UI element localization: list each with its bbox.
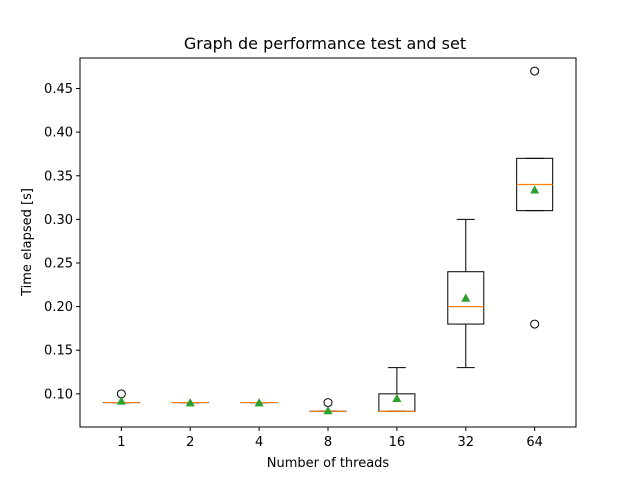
y-tick-label: 0.30 — [44, 213, 73, 228]
y-tick-label: 0.25 — [44, 257, 73, 272]
mean-marker — [530, 185, 540, 194]
x-tick-label: 4 — [255, 435, 263, 450]
outlier-point — [530, 319, 540, 329]
plot-area: 0.10 0.15 0.20 0.25 0.30 0.35 0.40 0.45 1 2 4 8 16 32… — [44, 66, 554, 450]
mean-marker — [461, 293, 471, 302]
y-tick-label: 0.20 — [44, 300, 73, 315]
x-tick-label: 8 — [324, 435, 332, 450]
y-tick-label: 0.15 — [44, 344, 73, 359]
mean-marker — [254, 398, 264, 407]
x-tick-label: 1 — [117, 435, 125, 450]
y-axis-label: Time elapsed [s] — [20, 188, 35, 297]
y-tick-label: 0.35 — [44, 169, 73, 184]
y-tick-label: 0.10 — [44, 387, 73, 402]
x-tick-label: 32 — [458, 435, 475, 450]
x-tick-label: 2 — [186, 435, 194, 450]
axes-frame — [79, 57, 577, 428]
chart-title: Graph de performance test and set — [184, 34, 466, 53]
box — [447, 271, 485, 325]
mean-marker — [116, 396, 126, 405]
mean-marker — [185, 398, 195, 407]
x-axis-label: Number of threads — [267, 456, 390, 471]
y-tick-label: 0.45 — [44, 82, 73, 97]
y-tick-label: 0.40 — [44, 126, 73, 141]
mean-marker — [392, 393, 402, 403]
x-tick-label: 64 — [526, 435, 543, 450]
x-tick-label: 16 — [389, 435, 406, 450]
outlier-point — [530, 66, 540, 76]
mean-marker — [323, 405, 333, 415]
